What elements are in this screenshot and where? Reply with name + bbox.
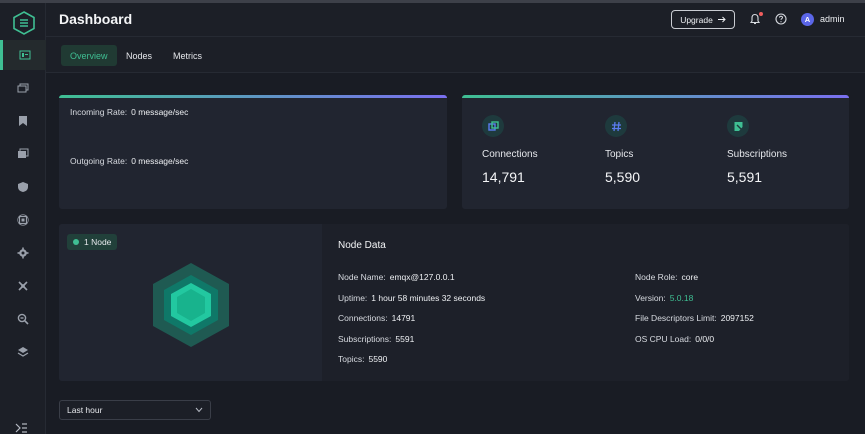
stat-value: 5,590 <box>605 169 641 185</box>
username[interactable]: admin <box>820 14 845 24</box>
sidebar-item-diagnose[interactable] <box>0 304 46 334</box>
connections-value: 14791 <box>391 313 416 323</box>
bookmark-icon <box>19 116 27 126</box>
shield-icon <box>18 182 28 192</box>
outgoing-rate: Outgoing Rate: 0 message/sec <box>70 156 188 166</box>
window-top-strip <box>0 0 865 3</box>
version-label: Version: <box>635 293 666 303</box>
tools-icon <box>18 281 28 291</box>
tab-metrics[interactable]: Metrics <box>173 50 202 61</box>
node-name-label: Node Name: <box>338 272 386 282</box>
node-card: 1 Node Node Data Node Name: emqx@127.0.0.… <box>59 224 849 381</box>
top-header: Dashboard Upgrade A admin <box>46 3 865 37</box>
fd-limit-label: File Descriptors Limit: <box>635 313 717 323</box>
diagnose-icon <box>17 313 29 325</box>
node-role-value: core <box>681 272 699 282</box>
subscriptions-label: Subscriptions: <box>338 334 392 344</box>
outgoing-rate-label: Outgoing Rate: <box>70 156 128 166</box>
topics-value: 5590 <box>368 354 388 364</box>
cpu-load-value: 0/0/0 <box>695 334 715 344</box>
outgoing-rate-value: 0 message/sec <box>131 156 189 166</box>
stat-topics: Topics 5,590 <box>605 115 715 185</box>
node-name-row: Node Name: emqx@127.0.0.1 <box>338 272 455 282</box>
arrow-right-icon <box>717 16 726 23</box>
topics-label: Topics: <box>338 354 365 364</box>
clients-icon <box>17 83 29 93</box>
stat-subscriptions: Subscriptions 5,591 <box>727 115 837 185</box>
stat-label: Subscriptions <box>727 149 788 160</box>
subscriptions-value: 5591 <box>395 334 415 344</box>
node-name-value: emqx@127.0.0.1 <box>389 272 455 282</box>
notification-dot <box>759 12 763 16</box>
avatar[interactable]: A <box>801 13 814 26</box>
bell-icon[interactable] <box>749 13 761 25</box>
messages-icon <box>18 148 29 158</box>
connections-icon <box>482 115 504 137</box>
version-row: Version: 5.0.18 <box>635 293 693 303</box>
collapse-sidebar-icon[interactable] <box>15 423 27 433</box>
node-data-panel: Node Data Node Name: emqx@127.0.0.1 Uptim… <box>322 224 849 381</box>
stats-card: Connections 14,791 Topics 5,590 Subscrip… <box>462 95 849 209</box>
node-role-row: Node Role: core <box>635 272 698 282</box>
page-title: Dashboard <box>59 11 133 27</box>
version-value: 5.0.18 <box>669 293 694 303</box>
cpu-load-label: OS CPU Load: <box>635 334 692 344</box>
topics-row: Topics: 5590 <box>338 354 387 364</box>
upgrade-button[interactable]: Upgrade <box>671 10 735 29</box>
sidebar-item-security[interactable] <box>0 172 46 202</box>
fd-limit-value: 2097152 <box>720 313 754 323</box>
stat-label: Topics <box>605 149 634 160</box>
stat-value: 5,591 <box>727 169 763 185</box>
time-range-value: Last hour <box>67 405 103 415</box>
message-rates-card: Incoming Rate: 0 message/sec Outgoing Rat… <box>59 95 447 209</box>
node-count-badge[interactable]: 1 Node <box>67 234 118 250</box>
node-hexagon-icon[interactable] <box>153 263 229 347</box>
uptime-row: Uptime: 1 hour 58 minutes 32 seconds <box>338 293 485 303</box>
uptime-value: 1 hour 58 minutes 32 seconds <box>371 293 486 303</box>
node-status-dot <box>73 239 79 245</box>
subscriptions-icon <box>727 115 749 137</box>
tab-nodes[interactable]: Nodes <box>126 50 153 61</box>
sidebar-item-chip[interactable] <box>0 205 46 235</box>
card-accent-bar <box>462 95 849 98</box>
topics-icon <box>605 115 627 137</box>
sidebar <box>0 3 46 434</box>
sidebar-item-bookmark[interactable] <box>0 106 46 136</box>
sidebar-item-clients[interactable] <box>0 73 46 103</box>
chevron-down-icon <box>195 407 203 413</box>
layers-icon <box>17 347 29 357</box>
emqx-logo-icon[interactable] <box>12 11 36 35</box>
gear-icon <box>17 247 29 259</box>
connections-label: Connections: <box>338 313 388 323</box>
dashboard-icon <box>19 50 30 60</box>
chip-icon <box>17 214 29 226</box>
tabs-bar: Overview Nodes Metrics <box>46 37 865 73</box>
card-accent-bar <box>59 95 447 98</box>
uptime-label: Uptime: <box>338 293 368 303</box>
connections-row: Connections: 14791 <box>338 313 415 323</box>
node-topology: 1 Node <box>59 224 322 381</box>
sidebar-item-tools[interactable] <box>0 271 46 301</box>
upgrade-button-label: Upgrade <box>680 14 713 25</box>
node-data-title: Node Data <box>338 240 386 251</box>
help-icon[interactable] <box>775 13 787 25</box>
node-count-label: 1 Node <box>84 237 112 247</box>
tab-overview[interactable]: Overview <box>61 45 117 66</box>
stat-label: Connections <box>482 149 538 160</box>
fd-limit-row: File Descriptors Limit: 2097152 <box>635 313 754 323</box>
node-role-label: Node Role: <box>635 272 678 282</box>
stat-connections: Connections 14,791 <box>482 115 592 185</box>
incoming-rate-value: 0 message/sec <box>131 107 189 117</box>
sidebar-item-dashboard[interactable] <box>0 40 46 70</box>
incoming-rate: Incoming Rate: 0 message/sec <box>70 107 188 117</box>
sidebar-item-extensions[interactable] <box>0 337 46 367</box>
sidebar-item-settings[interactable] <box>0 238 46 268</box>
time-range-select[interactable]: Last hour <box>59 400 211 420</box>
cpu-load-row: OS CPU Load: 0/0/0 <box>635 334 714 344</box>
stat-value: 14,791 <box>482 169 525 185</box>
subscriptions-row: Subscriptions: 5591 <box>338 334 414 344</box>
incoming-rate-label: Incoming Rate: <box>70 107 128 117</box>
sidebar-item-messages[interactable] <box>0 139 46 169</box>
